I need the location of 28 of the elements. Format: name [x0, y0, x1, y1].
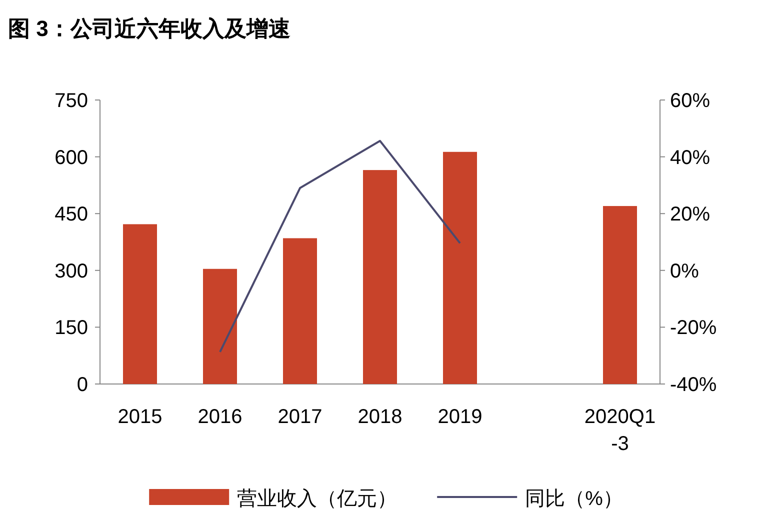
y-tick-label: 750 [54, 90, 88, 112]
y2-tick-label: 20% [670, 204, 710, 226]
x-tick-label: 2015 [118, 406, 162, 428]
x-tick-label: 2018 [358, 406, 402, 428]
legend-label: 营业收入（亿元） [237, 488, 398, 510]
x-tick-label: 2020Q1-3 [584, 406, 656, 455]
line-series [219, 140, 461, 353]
bar [603, 206, 637, 384]
y2-tick-label: -40% [670, 374, 717, 396]
y2-tick-label: 40% [670, 146, 710, 169]
y-tick-label: 450 [54, 204, 88, 226]
bar [443, 152, 477, 384]
y2-tick-label: -20% [670, 317, 717, 340]
y-tick-label: 600 [54, 146, 88, 169]
y-tick-label: 150 [54, 317, 88, 340]
y2-tick-label: 60% [670, 90, 710, 112]
legend-label: 同比（%） [525, 488, 623, 510]
bar [363, 170, 397, 384]
y2-tick-label: 0% [670, 260, 700, 282]
x-tick-label: 2016 [198, 406, 242, 428]
x-tick-label: 2019 [438, 406, 482, 428]
y-tick-label: 300 [54, 260, 88, 282]
x-tick-label: 2017 [278, 406, 322, 428]
bar [283, 238, 317, 384]
y-tick-label: 0 [76, 374, 88, 396]
bar [123, 224, 157, 384]
chart-title: 图 3：公司近六年收入及增速 [8, 16, 290, 41]
bar [203, 268, 237, 384]
